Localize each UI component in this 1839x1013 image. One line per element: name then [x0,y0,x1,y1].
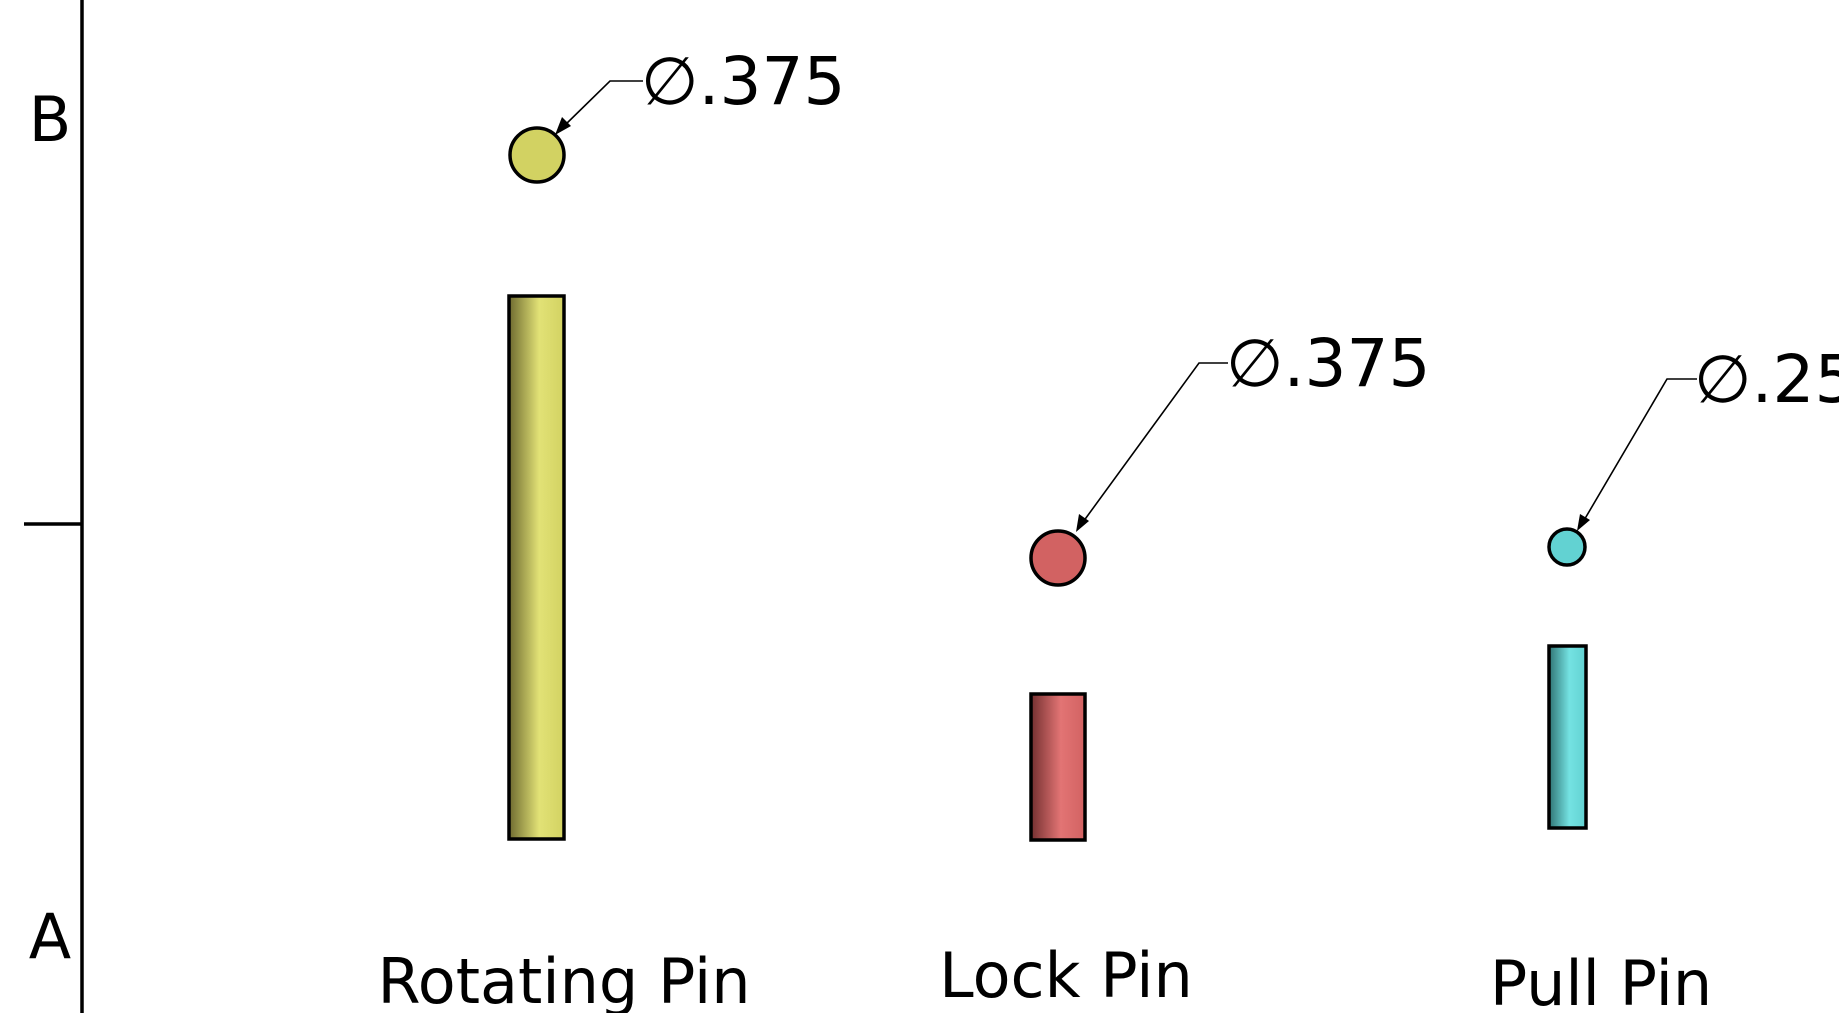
pull-pin-end-view [1547,527,1587,567]
rotating-pin-diameter-callout: ∅.375 [641,43,845,120]
lock-pin-end-view [1029,529,1087,587]
pull-pin-body-view [1547,644,1588,830]
pin-group-pull-pin: ∅.25 Pull Pin [1490,341,1839,1013]
pin-group-lock-pin: ∅.375 Lock Pin [939,325,1430,1012]
pull-pin-label: Pull Pin [1490,947,1712,1013]
lock-pin-leader-arrowhead [1076,514,1089,532]
pull-pin-leader-arrowhead [1577,514,1590,531]
rotating-pin-leader-line [562,80,643,128]
rotating-pin-leader-arrowhead [555,117,571,135]
pin-group-rotating-pin: ∅.375 Rotating Pin [378,43,846,1013]
rotating-pin-label: Rotating Pin [378,945,751,1013]
pull-pin-leader-line [1582,378,1697,523]
lock-pin-body-view [1029,692,1087,842]
rotating-pin-body-view [507,294,566,841]
zone-label-b: B [29,83,72,156]
lock-pin-diameter-callout: ∅.375 [1226,325,1430,402]
rotating-pin-end-view [508,126,566,184]
lock-pin-label: Lock Pin [939,939,1193,1012]
zone-label-a: A [29,900,71,973]
lock-pin-leader-line [1082,362,1228,523]
pull-pin-diameter-callout: ∅.25 [1694,341,1839,418]
